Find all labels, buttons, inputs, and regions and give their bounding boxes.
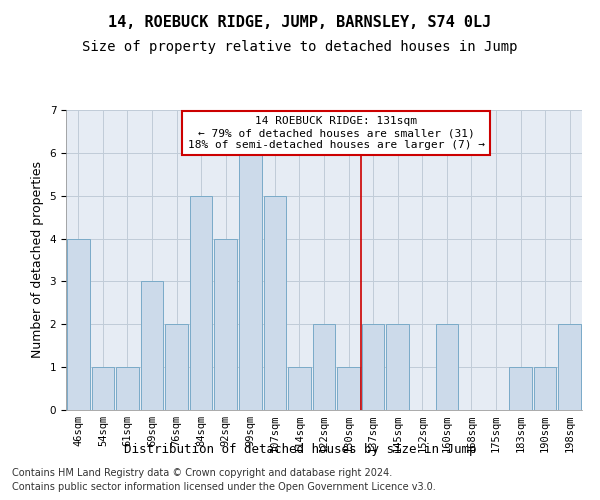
Bar <box>214 238 237 410</box>
Y-axis label: Number of detached properties: Number of detached properties <box>31 162 44 358</box>
Bar <box>337 367 360 410</box>
Text: Contains public sector information licensed under the Open Government Licence v3: Contains public sector information licen… <box>12 482 436 492</box>
Text: Size of property relative to detached houses in Jump: Size of property relative to detached ho… <box>82 40 518 54</box>
Bar <box>509 367 532 410</box>
Bar <box>190 196 212 410</box>
Bar <box>362 324 385 410</box>
Bar <box>386 324 409 410</box>
Bar <box>436 324 458 410</box>
Text: 14, ROEBUCK RIDGE, JUMP, BARNSLEY, S74 0LJ: 14, ROEBUCK RIDGE, JUMP, BARNSLEY, S74 0… <box>109 15 491 30</box>
Bar <box>239 153 262 410</box>
Bar <box>263 196 286 410</box>
Bar <box>559 324 581 410</box>
Bar <box>67 238 89 410</box>
Bar <box>92 367 114 410</box>
Bar <box>534 367 556 410</box>
Text: Contains HM Land Registry data © Crown copyright and database right 2024.: Contains HM Land Registry data © Crown c… <box>12 468 392 477</box>
Text: Distribution of detached houses by size in Jump: Distribution of detached houses by size … <box>124 442 476 456</box>
Bar <box>140 282 163 410</box>
Bar <box>313 324 335 410</box>
Text: 14 ROEBUCK RIDGE: 131sqm
← 79% of detached houses are smaller (31)
18% of semi-d: 14 ROEBUCK RIDGE: 131sqm ← 79% of detach… <box>188 116 485 150</box>
Bar <box>116 367 139 410</box>
Bar <box>288 367 311 410</box>
Bar <box>165 324 188 410</box>
